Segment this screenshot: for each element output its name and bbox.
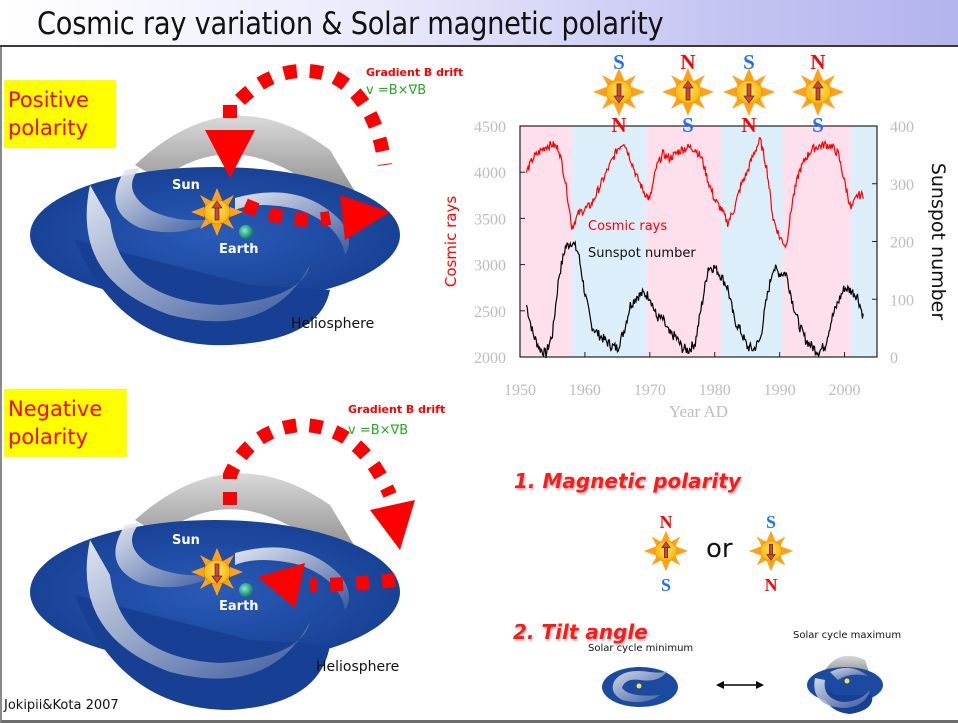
pole-label-top: S — [766, 512, 776, 532]
solar-maximum-label: Solar cycle maximum — [793, 630, 902, 641]
citation: Jokipii&Kota 2007 — [4, 698, 119, 713]
y-axis-label-right: Sunspot number — [927, 163, 949, 321]
cosmic-rays-annotation: Cosmic rays — [588, 219, 667, 234]
sun-icon — [723, 68, 775, 116]
y-tick-label: 2000 — [474, 350, 506, 367]
pole-label-top: N — [660, 512, 673, 532]
negative-polarity-label: Negative polarity — [4, 389, 127, 457]
polarity-sun-2: N S — [658, 50, 718, 137]
or-text: or — [706, 534, 733, 564]
sun-label-positive: Sun — [172, 178, 200, 193]
slide-title: Cosmic ray variation & Solar magnetic po… — [37, 6, 664, 42]
y-tick-label: 3000 — [474, 258, 506, 275]
polarity-sun-3: S N — [719, 50, 779, 137]
label-line-1: Negative — [8, 397, 103, 421]
x-tick-label: 1950 — [504, 382, 536, 399]
polarity-band — [571, 126, 647, 357]
drift-title-positive: Gradient B drift — [366, 66, 464, 79]
pole-label-top: S — [613, 50, 625, 74]
double-arrow-icon — [716, 681, 764, 689]
tilt-angle-heading: 2. Tilt angle — [513, 620, 648, 644]
solar-maximum-heliosphere-icon — [807, 655, 883, 714]
polarity-sun-1: S N — [589, 50, 649, 137]
polarity-band — [646, 126, 722, 357]
solar-minimum-label: Solar cycle minimum — [588, 643, 694, 654]
sun-icon — [662, 68, 714, 116]
pole-label-top: N — [680, 50, 695, 74]
label-line-2: polarity — [8, 116, 89, 140]
y-tick-label: 4000 — [474, 165, 506, 182]
pole-label-bottom: N — [741, 113, 756, 134]
pole-label-top: N — [810, 50, 825, 74]
drift-title-negative: Gradient B drift — [348, 403, 446, 416]
polarity-band — [520, 126, 572, 357]
sun-icon — [792, 68, 844, 116]
y-right-tick-label: 0 — [890, 350, 898, 367]
x-tick-label: 1960 — [569, 382, 601, 399]
polarity-option-b-icon: S N — [741, 509, 801, 595]
pole-label-bottom: S — [682, 113, 694, 134]
y-right-tick-label: 100 — [890, 292, 914, 309]
cosmic-ray-series — [525, 137, 864, 249]
y-right-tick-label: 400 — [890, 119, 914, 136]
polarity-band — [721, 126, 783, 357]
x-tick-label: 1990 — [764, 382, 796, 399]
polarity-band — [782, 126, 852, 357]
polarity-option-a-icon: N S — [636, 509, 696, 595]
pole-label-bottom: N — [765, 575, 778, 593]
positive-polarity-label: Positive polarity — [4, 80, 116, 148]
sun-icon — [191, 188, 243, 236]
x-tick-label: 1970 — [634, 382, 666, 399]
sun-icon — [593, 68, 645, 116]
magnetic-polarity-heading: 1. Magnetic polarity — [514, 469, 741, 493]
sun-label-negative: Sun — [172, 533, 200, 548]
label-line-2: polarity — [8, 425, 89, 449]
solar-minimum-heliosphere-icon — [602, 667, 678, 707]
title-bar: Cosmic ray variation & Solar magnetic po… — [0, 0, 958, 47]
x-tick-label: 1980 — [699, 382, 731, 399]
y-tick-label: 3500 — [474, 211, 506, 228]
sunspot-number-series — [525, 240, 864, 359]
sunspot-number-annotation: Sunspot number — [588, 246, 696, 261]
sun-icon — [191, 548, 243, 596]
sun-icon — [748, 530, 794, 572]
pole-label-bottom: N — [611, 113, 626, 134]
drift-equation-positive: v =B×∇B — [366, 83, 427, 98]
y-tick-label: 2500 — [474, 304, 506, 321]
x-axis-label: Year AD — [669, 402, 728, 421]
pole-label-bottom: S — [812, 113, 824, 134]
heliosphere-diagram-positive — [30, 63, 400, 346]
x-tick-label: 2000 — [829, 382, 861, 399]
earth-icon — [239, 583, 253, 597]
pole-label-bottom: S — [661, 575, 671, 593]
earth-label-positive: Earth — [219, 242, 259, 257]
earth-label-negative: Earth — [219, 599, 259, 614]
y-axis-label-left: Cosmic rays — [442, 196, 460, 287]
y-right-tick-label: 300 — [890, 177, 914, 194]
heliosphere-label-negative: Heliosphere — [316, 659, 400, 675]
heliosphere-label-positive: Heliosphere — [291, 316, 375, 332]
y-right-tick-label: 200 — [890, 235, 914, 252]
tilt-angle-diagrams — [602, 655, 883, 714]
sun-icon — [643, 530, 689, 572]
pole-label-top: S — [743, 50, 755, 74]
y-tick-label: 4500 — [474, 119, 506, 136]
drift-equation-negative: v =B×∇B — [348, 423, 409, 438]
polarity-sun-4: N S — [788, 50, 848, 137]
earth-icon — [239, 225, 253, 239]
heliosphere-diagram-negative — [30, 417, 415, 710]
label-line-1: Positive — [8, 88, 89, 112]
